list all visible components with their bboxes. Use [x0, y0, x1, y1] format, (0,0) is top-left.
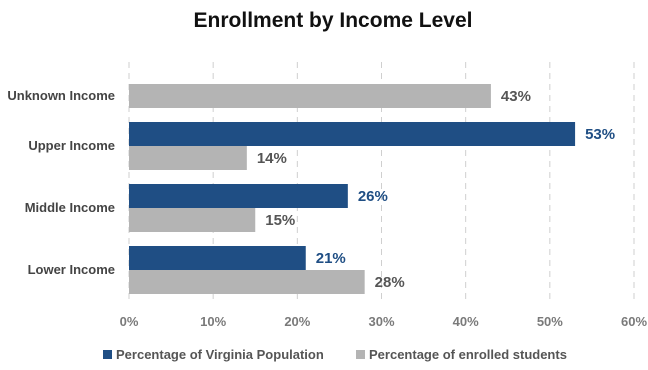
x-tick-label: 10%	[200, 314, 226, 329]
category-label-unknown-income: Unknown Income	[7, 88, 115, 103]
chart-title: Enrollment by Income Level	[194, 9, 473, 32]
bar-unknown-income-series-1	[129, 84, 491, 108]
bar-upper-income-series-0	[129, 122, 576, 146]
data-label-middle-income-series-1: 15%	[265, 212, 295, 229]
category-label-middle-income: Middle Income	[25, 200, 115, 215]
data-label-middle-income-series-0: 26%	[358, 188, 388, 205]
bar-middle-income-series-0	[129, 184, 348, 208]
bar-lower-income-series-1	[129, 270, 365, 294]
x-tick-labels: 0% 10% 20% 30% 40% 50% 60%	[120, 314, 648, 329]
x-tick-label: 30%	[368, 314, 394, 329]
category-labels: Unknown Income Upper Income Middle Income L…	[7, 88, 115, 277]
legend: Percentage of Virginia Population Percent…	[103, 347, 567, 362]
bar-lower-income-series-0	[129, 246, 306, 270]
x-tick-label: 0%	[120, 314, 139, 329]
data-label-lower-income-series-1: 28%	[375, 274, 405, 291]
data-label-lower-income-series-0: 21%	[316, 250, 346, 267]
data-label-unknown-income-series-1: 43%	[501, 88, 531, 105]
category-label-lower-income: Lower Income	[28, 262, 115, 277]
data-label-upper-income-series-0: 53%	[585, 126, 615, 143]
legend-label-0: Percentage of Virginia Population	[116, 347, 324, 362]
legend-label-1: Percentage of enrolled students	[369, 347, 567, 362]
x-tick-label: 20%	[284, 314, 310, 329]
x-tick-label: 50%	[537, 314, 563, 329]
x-tick-label: 60%	[621, 314, 647, 329]
bars: 43% 53% 14% 26% 15% 21% 28%	[129, 84, 615, 294]
legend-swatch-1	[356, 350, 365, 359]
data-label-upper-income-series-1: 14%	[257, 150, 287, 167]
bar-upper-income-series-1	[129, 146, 247, 170]
category-label-upper-income: Upper Income	[28, 138, 115, 153]
legend-swatch-0	[103, 350, 112, 359]
bar-middle-income-series-1	[129, 208, 256, 232]
x-tick-label: 40%	[453, 314, 479, 329]
